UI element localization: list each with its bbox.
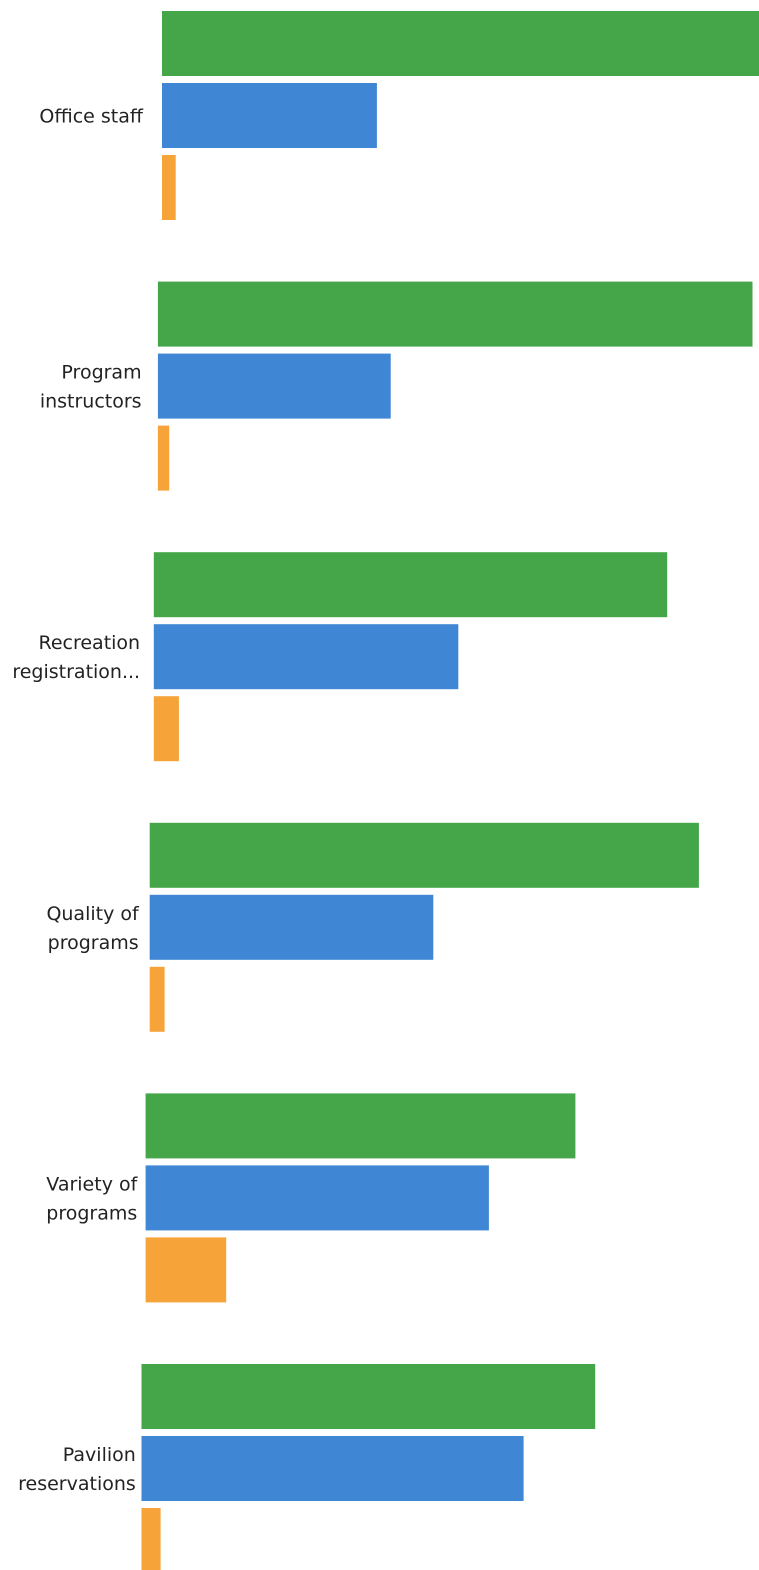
bar-green-2	[153, 552, 668, 618]
category-label-4-line-1: programs	[46, 1202, 137, 1224]
category-label-5-line-1: reservations	[18, 1473, 136, 1495]
category-label-1-line-0: Program	[61, 362, 141, 384]
bar-blue-0	[162, 83, 377, 148]
bar-orange-2	[153, 696, 179, 762]
bar-orange-4	[145, 1237, 227, 1303]
category-label-1-line-1: instructors	[40, 391, 142, 413]
bar-blue-4	[145, 1165, 489, 1231]
category-label-3-line-1: programs	[48, 932, 139, 954]
category-label-2-line-1: registration...	[12, 661, 140, 683]
category-label-4-line-0: Variety of	[46, 1173, 138, 1195]
bar-green-0	[162, 11, 759, 76]
category-label-3-line-0: Quality of	[46, 903, 140, 925]
bar-blue-1	[157, 353, 391, 419]
bar-blue-5	[141, 1436, 524, 1501]
category-label-5-line-0: Pavilion	[63, 1444, 136, 1466]
bars	[141, 11, 759, 1570]
bar-blue-3	[149, 894, 434, 960]
bar-green-4	[145, 1093, 576, 1159]
bar-orange-0	[162, 155, 176, 220]
bar-orange-1	[157, 425, 170, 491]
bar-green-1	[157, 281, 753, 347]
category-label-2-line-0: Recreation	[38, 632, 140, 654]
bar-blue-2	[153, 624, 459, 690]
bar-green-5	[141, 1364, 596, 1429]
category-labels: Office staff Program instructors Recreation…	[12, 106, 144, 1496]
category-label-0-line-0: Office staff	[39, 106, 143, 128]
bar-orange-3	[149, 966, 165, 1032]
bar-green-3	[149, 822, 699, 888]
bar-orange-5	[141, 1508, 161, 1570]
